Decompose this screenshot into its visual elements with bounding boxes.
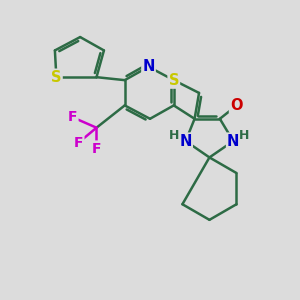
Text: S: S	[51, 70, 62, 85]
Text: N: N	[227, 134, 239, 148]
Text: H: H	[169, 129, 180, 142]
Text: F: F	[74, 136, 83, 150]
Text: F: F	[68, 110, 77, 124]
Text: F: F	[92, 142, 101, 155]
Text: S: S	[169, 73, 179, 88]
Text: O: O	[230, 98, 242, 113]
Text: N: N	[142, 59, 155, 74]
Text: H: H	[239, 129, 250, 142]
Text: N: N	[179, 134, 192, 148]
